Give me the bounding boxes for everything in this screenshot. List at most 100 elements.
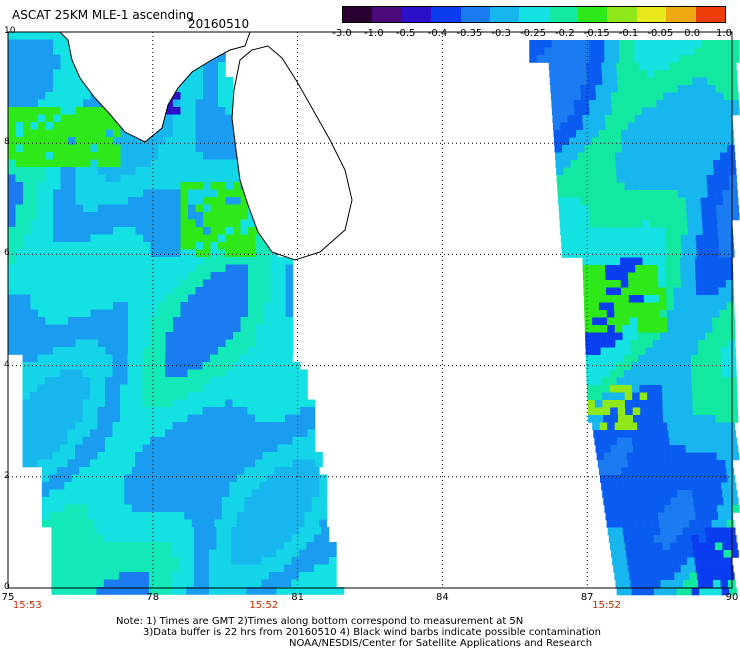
wind-cell bbox=[704, 302, 712, 311]
wind-cell bbox=[214, 467, 223, 475]
wind-cell bbox=[30, 84, 39, 93]
wind-cell bbox=[674, 310, 683, 318]
wind-cell bbox=[22, 354, 31, 363]
wind-cell bbox=[607, 340, 616, 348]
wind-cell bbox=[216, 579, 225, 588]
wind-cell bbox=[30, 137, 39, 145]
wind-cell bbox=[187, 377, 196, 385]
wind-cell bbox=[612, 265, 621, 273]
wind-cell bbox=[618, 205, 627, 213]
wind-cell bbox=[247, 444, 256, 453]
wind-cell bbox=[202, 444, 211, 453]
wind-cell bbox=[285, 399, 293, 408]
wind-cell bbox=[718, 280, 727, 288]
wind-cell bbox=[216, 534, 225, 543]
wind-cell bbox=[298, 572, 307, 580]
wind-cell bbox=[75, 339, 84, 348]
wind-cell bbox=[49, 474, 58, 483]
wind-cell bbox=[68, 69, 76, 78]
wind-cell bbox=[210, 144, 219, 153]
wind-cell bbox=[670, 497, 679, 506]
wind-cell bbox=[681, 572, 690, 581]
wind-cell bbox=[86, 474, 95, 483]
wind-cell bbox=[292, 444, 301, 453]
wind-cell bbox=[82, 362, 91, 370]
wind-cell bbox=[598, 242, 607, 251]
wind-cell bbox=[133, 549, 142, 558]
wind-cell bbox=[647, 490, 655, 498]
wind-cell bbox=[37, 422, 46, 430]
wind-cell bbox=[593, 62, 602, 71]
color-bar-tick-label: -0.4 bbox=[427, 28, 448, 39]
wind-cell bbox=[150, 369, 158, 378]
wind-cell bbox=[127, 399, 136, 408]
wind-cell bbox=[126, 549, 135, 558]
wind-cell bbox=[126, 579, 135, 588]
wind-cell bbox=[623, 430, 632, 438]
wind-cell bbox=[709, 452, 717, 461]
wind-cell bbox=[135, 414, 143, 423]
wind-cell bbox=[30, 384, 38, 393]
wind-cell bbox=[592, 332, 601, 341]
wind-cell bbox=[90, 399, 98, 408]
wind-cell bbox=[171, 557, 180, 565]
wind-cell bbox=[601, 175, 610, 183]
wind-cell bbox=[686, 452, 695, 461]
wind-cell bbox=[627, 115, 636, 123]
wind-cell bbox=[120, 137, 129, 145]
wind-cell bbox=[566, 55, 575, 63]
wind-cell bbox=[105, 144, 114, 153]
wind-cell bbox=[68, 204, 76, 213]
wind-cell bbox=[135, 137, 144, 145]
wind-cell bbox=[625, 497, 634, 506]
wind-cell bbox=[700, 497, 709, 506]
wind-cell bbox=[702, 460, 711, 468]
wind-cell bbox=[720, 340, 729, 348]
wind-cell bbox=[584, 317, 593, 326]
wind-cell bbox=[210, 242, 219, 250]
wind-cell bbox=[558, 100, 567, 108]
wind-cell bbox=[606, 310, 615, 318]
wind-cell bbox=[665, 460, 674, 468]
wind-cell bbox=[15, 32, 24, 40]
wind-cell bbox=[623, 62, 632, 71]
wind-cell bbox=[623, 160, 631, 168]
wind-cell bbox=[206, 489, 215, 498]
wind-cell bbox=[611, 107, 620, 116]
wind-cell bbox=[307, 399, 316, 408]
wind-cell bbox=[120, 182, 129, 190]
wind-cell bbox=[60, 197, 69, 205]
wind-cell bbox=[707, 182, 715, 191]
wind-cell bbox=[90, 437, 98, 445]
wind-cell bbox=[23, 32, 31, 40]
wind-cell bbox=[169, 489, 178, 498]
wind-cell bbox=[210, 324, 219, 333]
wind-cell bbox=[563, 62, 572, 71]
wind-cell bbox=[210, 459, 218, 468]
wind-cell bbox=[214, 497, 223, 505]
wind-cell bbox=[105, 242, 114, 250]
wind-cell bbox=[662, 490, 670, 498]
wind-cell bbox=[216, 587, 225, 595]
wind-cell bbox=[60, 137, 69, 145]
wind-cell bbox=[645, 475, 653, 483]
wind-cell bbox=[321, 564, 330, 573]
wind-cell bbox=[639, 400, 648, 408]
wind-cell bbox=[163, 564, 172, 573]
wind-cell bbox=[680, 512, 689, 521]
wind-cell bbox=[30, 219, 39, 228]
wind-cell bbox=[30, 422, 38, 430]
wind-cell bbox=[626, 205, 634, 213]
wind-cell bbox=[291, 587, 300, 595]
wind-cell bbox=[649, 212, 657, 221]
wind-cell bbox=[203, 212, 211, 220]
wind-cell bbox=[247, 437, 256, 445]
wind-cell bbox=[101, 504, 110, 513]
wind-cell bbox=[15, 302, 24, 310]
wind-cell bbox=[188, 152, 196, 160]
wind-cell bbox=[45, 279, 54, 288]
wind-cell bbox=[685, 407, 693, 416]
wind-cell bbox=[618, 92, 627, 101]
wind-cell bbox=[75, 354, 83, 363]
wind-cell bbox=[251, 497, 260, 505]
